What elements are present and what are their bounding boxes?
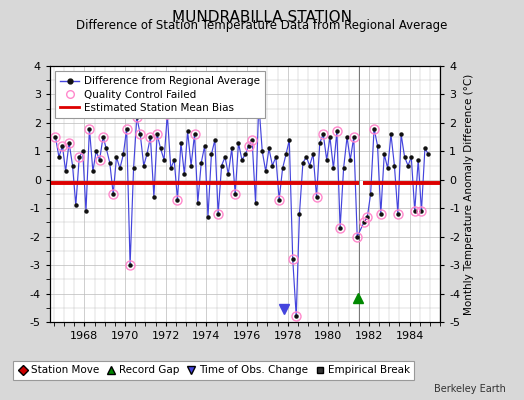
Text: Berkeley Earth: Berkeley Earth [434, 384, 506, 394]
Y-axis label: Monthly Temperature Anomaly Difference (°C): Monthly Temperature Anomaly Difference (… [464, 73, 474, 315]
Legend: Station Move, Record Gap, Time of Obs. Change, Empirical Break: Station Move, Record Gap, Time of Obs. C… [13, 361, 414, 380]
Text: MUNDRABILLA STATION: MUNDRABILLA STATION [172, 10, 352, 25]
Text: Difference of Station Temperature Data from Regional Average: Difference of Station Temperature Data f… [77, 19, 447, 32]
